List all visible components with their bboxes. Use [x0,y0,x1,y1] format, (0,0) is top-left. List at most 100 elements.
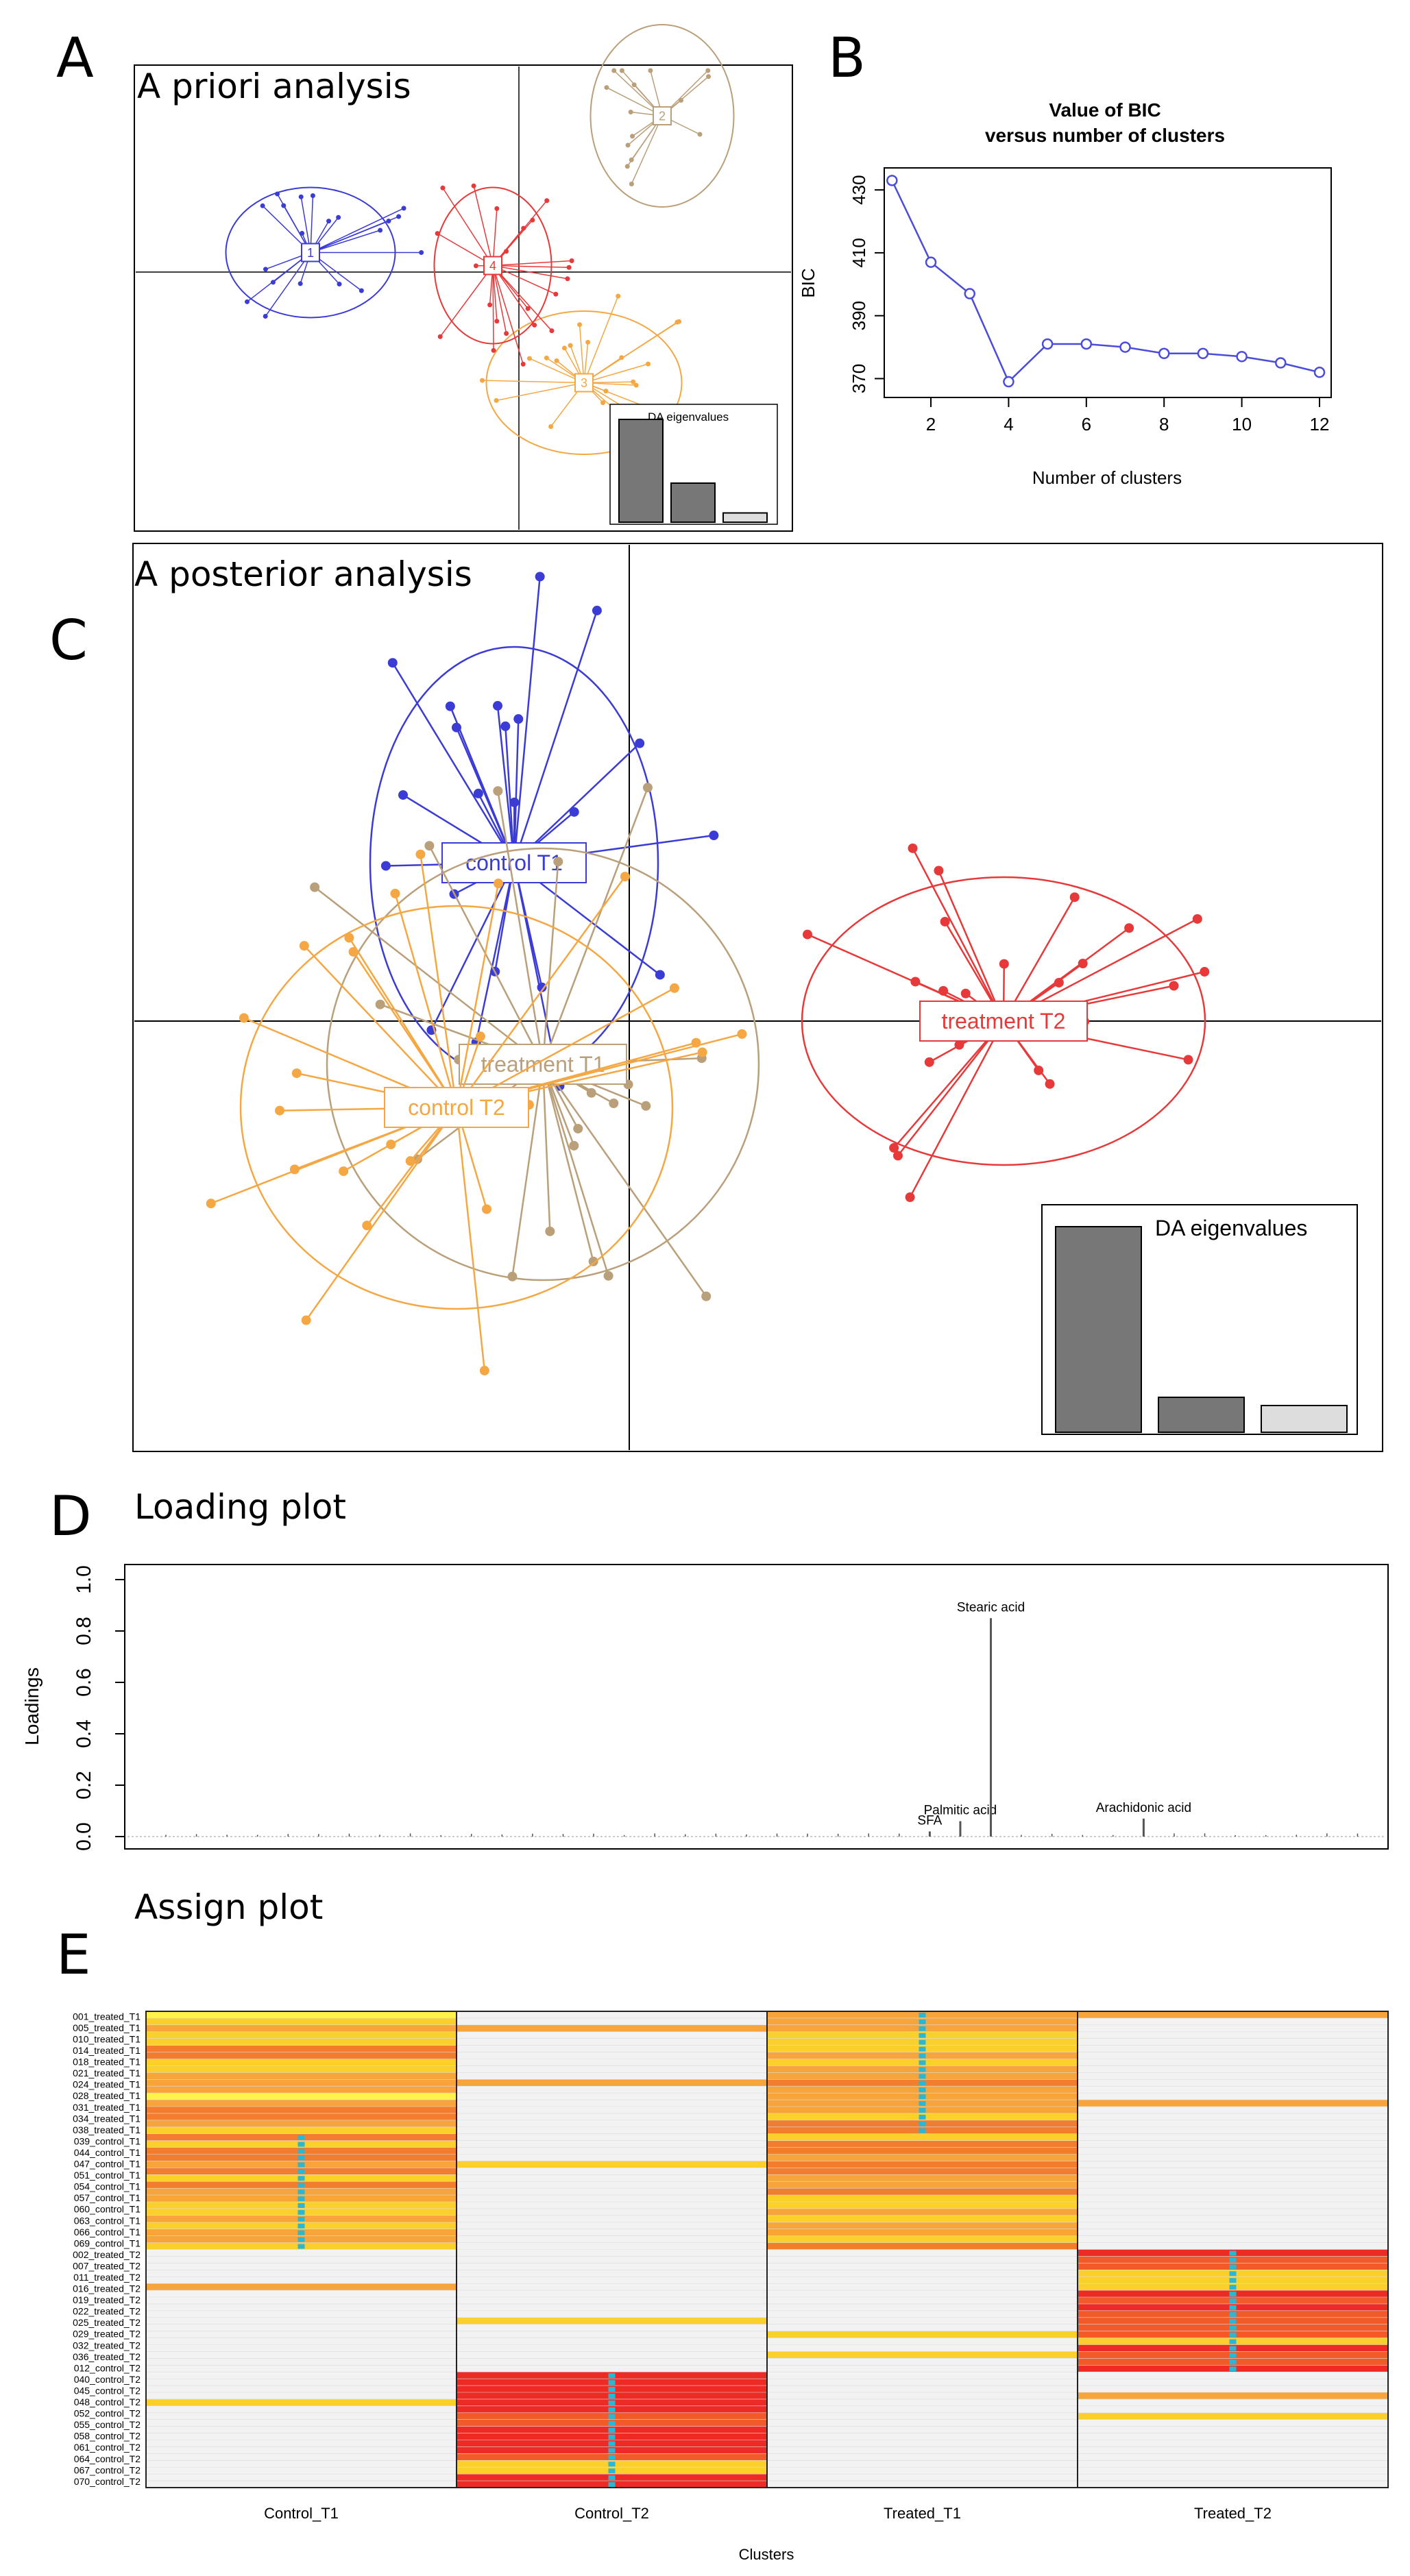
row-label: 012_control_T2 [74,2362,141,2373]
cluster-link [492,265,494,351]
prior-marker [297,2244,305,2249]
point [336,214,341,220]
heatmap-cell [767,2338,1078,2346]
bic-point [1236,351,1248,363]
heatmap-cell [146,2107,457,2114]
heatmap-cell [457,2100,767,2107]
point [1078,958,1088,968]
cluster-link [513,610,598,863]
panel-b-ylabel: BIC [798,268,818,297]
heatmap-cell [767,2419,1078,2427]
heatmap-cell [457,2133,767,2142]
cluster-link [579,324,585,383]
heatmap-cell [457,2338,767,2346]
heatmap-cell [146,2031,457,2039]
prior-marker [297,2148,305,2154]
point [380,861,391,871]
point [544,198,550,204]
point [709,831,719,841]
point [604,85,609,90]
point [603,389,609,394]
point [532,322,537,328]
point [493,700,503,711]
heatmap-cell [146,2290,457,2298]
heatmap-cell [1078,2072,1388,2080]
row-label: 001_treated_T1 [73,2011,141,2022]
cluster-link [492,265,535,326]
point [705,68,711,73]
heatmap-cell [767,2222,1078,2230]
point [378,228,383,233]
heatmap-cell [146,2297,457,2305]
y-tick-label: 410 [849,238,869,267]
panel-letter-d: D [49,1484,92,1548]
cluster-ellipse [801,876,1206,1166]
heatmap-cell [146,2405,457,2414]
point [526,356,532,361]
point [473,788,483,798]
heatmap-cell [1078,2100,1388,2107]
prior-marker [608,2407,616,2412]
prior-marker [608,2448,616,2453]
prior-marker [919,2013,926,2017]
cluster-link [430,862,515,1031]
heatmap-cell [146,2093,457,2100]
row-label: 044_control_T1 [74,2147,141,2158]
point [553,291,559,297]
point [631,379,636,384]
row-label: 061_control_T2 [74,2442,141,2453]
point [960,988,971,998]
cluster-label-box [301,243,320,262]
point [554,358,559,363]
x-tick-label: 2 [926,414,936,434]
bic-line [891,180,1320,384]
heatmap-cell [457,2303,767,2311]
heatmap-cell [1078,2120,1388,2128]
point [561,345,567,351]
heatmap-cell [146,2024,457,2033]
prior-marker [919,2026,926,2031]
prior-marker [919,2053,926,2059]
y-tick-label: 0.8 [73,1617,95,1645]
point [889,1143,899,1153]
prior-marker [608,2455,616,2460]
prior-marker [297,2155,305,2161]
panel-a-title: A priori analysis [137,66,411,106]
heatmap-cell [457,2079,767,2087]
bic-point [1275,357,1287,369]
row-label: 063_control_T1 [74,2215,141,2226]
row-label: 025_treated_T2 [73,2317,141,2328]
heatmap-cell [146,2379,457,2386]
heatmap-cell [457,2290,767,2298]
heatmap-cell [1078,2215,1388,2223]
prior-marker [297,2203,305,2208]
heatmap-cell [457,2277,767,2284]
row-label: 055_control_T2 [74,2419,141,2430]
y-tick-label: 0.0 [73,1822,95,1851]
point [569,807,579,817]
heatmap-cell [1078,2052,1388,2060]
point [635,738,645,748]
point [291,1068,302,1079]
heatmap-cell [1078,2229,1388,2237]
point [1200,967,1210,977]
cluster-link [492,265,524,365]
heatmap-cell [146,2474,457,2481]
point [544,355,549,360]
heatmap-cell [457,2317,767,2325]
heatmap-cell [767,2379,1078,2386]
prior-marker [919,2074,926,2079]
cluster-link [583,363,648,384]
heatmap-cell [457,2229,767,2237]
point [270,280,276,285]
cluster-link [492,265,557,295]
cluster-link [542,1064,609,1277]
heatmap-cell [767,2317,1078,2325]
heatmap-cell [767,2256,1078,2264]
heatmap-cell [1078,2133,1388,2142]
cluster-treatment-t2: treatment T2 [801,843,1210,1203]
prior-marker [608,2462,616,2467]
row-label: 060_control_T1 [74,2204,141,2215]
row-label: 039_control_T1 [74,2135,141,2146]
heatmap-cell [457,2024,767,2033]
